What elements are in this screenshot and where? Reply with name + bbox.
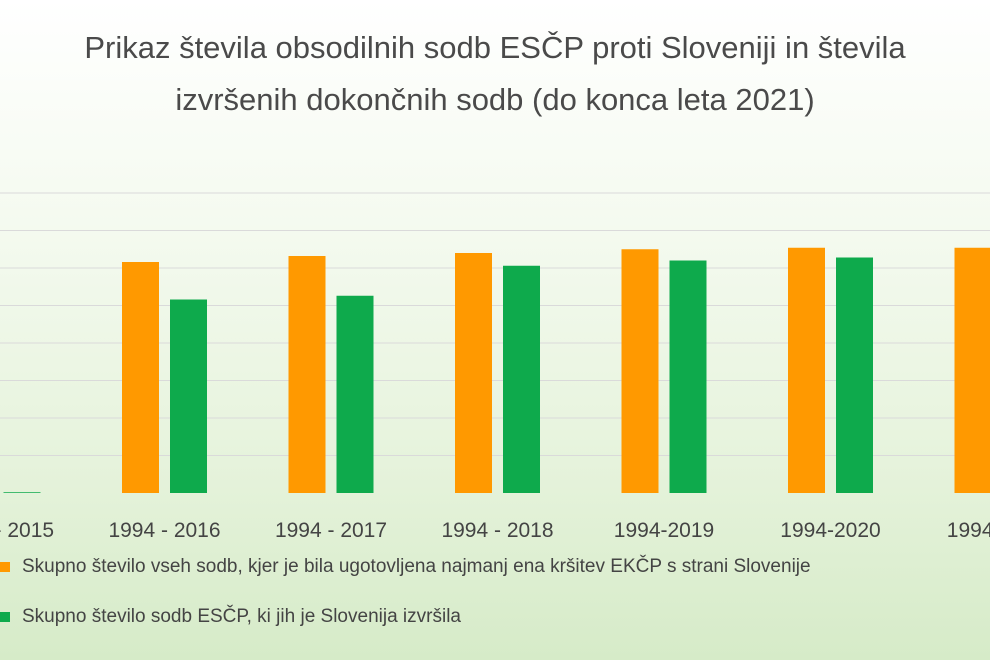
x-tick-label: 1994 - 2016 xyxy=(108,519,220,542)
bar-series-1-3 xyxy=(288,256,326,493)
chart-title-line-2: izvršenih dokončnih sodb (do konca leta … xyxy=(175,82,815,117)
bar-series-2-3 xyxy=(336,295,374,493)
legend-label-series-2: Skupno število sodb ESČP, ki jih je Slov… xyxy=(22,606,461,627)
bar-series-2-5 xyxy=(669,260,707,493)
chart-title-line-1: Prikaz števila obsodilnih sodb ESČP prot… xyxy=(84,30,906,65)
x-tick-label: 1994-2019 xyxy=(614,519,714,542)
bar-series-2-6 xyxy=(836,257,873,493)
x-tick-label: 1994 - 2015 xyxy=(0,519,54,542)
bar-series-2-1 xyxy=(3,492,41,493)
x-tick-label: 1994 - 2017 xyxy=(275,519,387,542)
x-tick-label: 1994 - 2018 xyxy=(441,519,553,542)
bar-series-1-7 xyxy=(954,247,990,493)
bar-series-1-6 xyxy=(788,247,825,493)
bar-series-1-5 xyxy=(621,249,659,493)
bar-series-1-4 xyxy=(455,253,492,493)
plot-area: 1994 - 2015 1994 - 2016 1994 - 2017 1994 - … xyxy=(0,192,990,542)
legend-item-series-2: Skupno število sodb ESČP, ki jih je Slov… xyxy=(0,603,461,631)
bar-series-2-4 xyxy=(503,265,540,493)
bar-series-1-2 xyxy=(122,262,159,493)
legend-swatch-orange xyxy=(0,562,10,572)
bar-series-2-2 xyxy=(170,299,207,493)
legend-item-series-1: Skupno število vseh sodb, kjer je bila u… xyxy=(0,553,811,581)
legend-swatch-green xyxy=(0,612,10,622)
x-tick-label: 1994-2021 xyxy=(947,519,990,542)
x-tick-label: 1994-2020 xyxy=(780,519,880,542)
legend-label-series-1: Skupno število vseh sodb, kjer je bila u… xyxy=(22,556,811,577)
